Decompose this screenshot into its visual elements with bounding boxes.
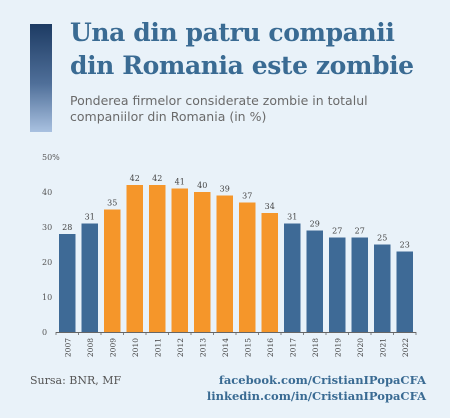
chart-subtitle: Ponderea firmelor considerate zombie in … bbox=[70, 93, 368, 124]
data-label-2016: 34 bbox=[265, 202, 275, 211]
bar-2007 bbox=[59, 234, 76, 332]
bar-2013 bbox=[194, 192, 211, 332]
y-tick-label: 10 bbox=[42, 293, 52, 302]
bar-2010 bbox=[126, 185, 143, 332]
x-tick-label-2020: 2020 bbox=[356, 338, 365, 357]
bar-2014 bbox=[216, 195, 233, 332]
x-tick-label-2015: 2015 bbox=[243, 338, 252, 357]
y-tick-label: 50% bbox=[42, 153, 60, 162]
bar-2011 bbox=[149, 185, 166, 332]
social-links: facebook.com/CristianIPopaCFA linkedin.c… bbox=[207, 372, 426, 404]
data-label-2010: 42 bbox=[130, 174, 140, 183]
data-label-2013: 40 bbox=[197, 181, 207, 190]
y-tick-label: 0 bbox=[42, 328, 47, 337]
data-label-2021: 25 bbox=[377, 234, 387, 243]
x-tick-label-2016: 2016 bbox=[266, 338, 275, 357]
x-tick-label-2019: 2019 bbox=[333, 338, 342, 357]
data-label-2022: 23 bbox=[400, 241, 410, 250]
x-tick-label-2013: 2013 bbox=[198, 338, 207, 357]
y-tick-label: 20 bbox=[42, 258, 52, 267]
bar-2020 bbox=[351, 237, 368, 332]
x-tick-label-2007: 2007 bbox=[63, 338, 72, 357]
x-tick-label-2011: 2011 bbox=[153, 338, 162, 357]
bar-2019 bbox=[329, 237, 346, 332]
x-tick-label-2018: 2018 bbox=[311, 338, 320, 357]
y-tick-label: 40 bbox=[42, 188, 52, 197]
data-label-2014: 39 bbox=[220, 185, 230, 194]
facebook-link[interactable]: facebook.com/CristianIPopaCFA bbox=[218, 373, 426, 387]
data-label-2012: 41 bbox=[175, 178, 185, 187]
data-label-2017: 31 bbox=[287, 213, 297, 222]
bar-2012 bbox=[171, 188, 188, 332]
title-accent-bar bbox=[30, 24, 52, 132]
bar-2009 bbox=[104, 209, 121, 332]
data-label-2020: 27 bbox=[355, 227, 365, 236]
data-label-2018: 29 bbox=[310, 220, 320, 229]
bar-2018 bbox=[306, 230, 323, 332]
data-label-2009: 35 bbox=[107, 199, 117, 208]
x-tick-label-2017: 2017 bbox=[288, 338, 297, 357]
data-label-2011: 42 bbox=[152, 174, 162, 183]
x-tick-label-2008: 2008 bbox=[86, 338, 95, 357]
bar-2022 bbox=[396, 251, 413, 332]
x-tick-label-2014: 2014 bbox=[221, 338, 230, 357]
data-label-2015: 37 bbox=[242, 192, 252, 201]
y-tick-label: 30 bbox=[42, 223, 52, 232]
bar-2015 bbox=[239, 202, 256, 332]
bar-2016 bbox=[261, 213, 278, 332]
linkedin-link[interactable]: linkedin.com/in/CristianIPopaCFA bbox=[206, 389, 426, 403]
x-tick-label-2022: 2022 bbox=[401, 338, 410, 357]
bar-2017 bbox=[284, 223, 301, 332]
page-title: Una din patru companii din Romania este … bbox=[70, 18, 414, 80]
x-tick-label-2009: 2009 bbox=[108, 338, 117, 357]
source-note: Sursa: BNR, MF bbox=[30, 374, 122, 387]
data-label-2019: 27 bbox=[332, 227, 342, 236]
x-tick-label-2021: 2021 bbox=[378, 338, 387, 357]
data-label-2007: 28 bbox=[62, 223, 72, 232]
bar-2008 bbox=[81, 223, 98, 332]
data-label-2008: 31 bbox=[85, 213, 95, 222]
bar-2021 bbox=[374, 244, 391, 332]
x-tick-label-2010: 2010 bbox=[131, 338, 140, 357]
x-tick-label-2012: 2012 bbox=[176, 338, 185, 357]
